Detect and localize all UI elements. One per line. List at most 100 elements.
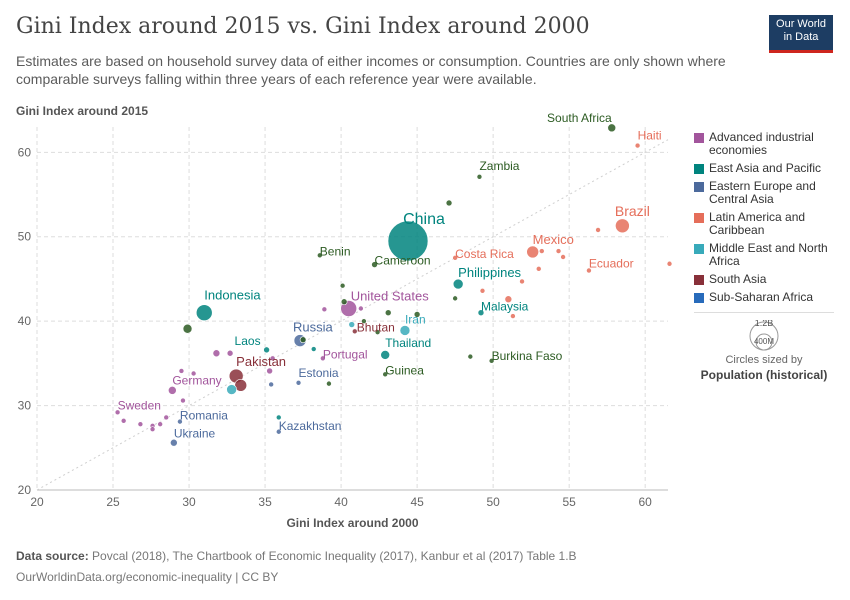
chart-subtitle: Estimates are based on household survey … — [16, 53, 726, 87]
legend-item[interactable]: South Asia — [694, 273, 834, 286]
legend-swatch — [694, 133, 704, 143]
data-point — [476, 174, 483, 180]
data-point — [263, 346, 270, 354]
x-tick-label: 40 — [334, 495, 348, 509]
data-point — [149, 426, 156, 433]
x-tick-label: 25 — [106, 495, 120, 509]
data-point — [488, 358, 495, 364]
data-point — [615, 218, 630, 234]
data-point — [320, 355, 326, 362]
point-label: Laos — [235, 334, 261, 348]
legend-item[interactable]: Middle East and North Africa — [694, 242, 834, 268]
legend-item[interactable]: Advanced industrial economies — [694, 131, 834, 157]
legend-item[interactable]: Eastern Europe and Central Asia — [694, 180, 834, 206]
source-text: Povcal (2018), The Chartbook of Economic… — [92, 549, 577, 563]
point-label: Benin — [320, 244, 351, 258]
legend-swatch — [694, 182, 704, 192]
legend-swatch — [694, 275, 704, 285]
data-point — [120, 417, 127, 424]
point-label: Thailand — [385, 336, 431, 350]
legend-divider — [694, 312, 834, 313]
point-label: United States — [351, 289, 430, 304]
point-label: Germany — [172, 373, 221, 387]
legend-swatch — [694, 244, 704, 254]
data-point — [321, 306, 328, 313]
legend-label: Middle East and North Africa — [709, 241, 828, 268]
y-tick-label: 20 — [18, 483, 32, 497]
legend-label: Latin America and Caribbean — [709, 210, 806, 237]
point-label: Cameroon — [375, 254, 431, 268]
legend-item[interactable]: Sub-Saharan Africa — [694, 291, 834, 304]
data-point — [190, 370, 197, 377]
data-point — [269, 355, 276, 362]
data-point — [226, 349, 234, 357]
data-point — [317, 252, 323, 259]
point-label: Haiti — [638, 129, 662, 143]
data-point — [358, 305, 364, 312]
size-legend-small-label: 400M — [754, 337, 774, 346]
point-label: Kazakhstan — [279, 419, 342, 433]
data-point — [452, 278, 464, 290]
data-point — [168, 386, 177, 395]
data-point — [266, 367, 273, 375]
x-tick-label: 30 — [182, 495, 196, 509]
point-label: Portugal — [323, 347, 368, 361]
size-legend-big-label: 1.2B — [755, 320, 774, 328]
legend-label: Eastern Europe and Central Asia — [709, 179, 816, 206]
point-label: South Africa — [547, 111, 612, 125]
owid-logo[interactable]: Our World in Data — [769, 15, 833, 53]
point-label: Guinea — [385, 363, 424, 377]
x-tick-label: 60 — [639, 495, 653, 509]
data-point — [452, 295, 458, 302]
data-point — [178, 368, 185, 374]
data-point — [195, 304, 213, 322]
data-point — [666, 260, 673, 267]
footer-url[interactable]: OurWorldinData.org/economic-inequality |… — [16, 570, 279, 584]
point-label: Iran — [405, 312, 426, 326]
data-point — [504, 295, 513, 304]
data-point — [560, 254, 566, 260]
size-legend-circles: 1.2B 400M — [749, 320, 779, 351]
x-axis-label: Gini Index around 2000 — [286, 516, 418, 530]
data-point — [275, 414, 282, 421]
data-point — [326, 380, 332, 387]
point-label: Costa Rica — [455, 247, 514, 261]
y-tick-label: 30 — [18, 399, 32, 413]
data-point — [519, 278, 525, 285]
data-point — [477, 309, 485, 317]
legend-item[interactable]: Latin America and Caribbean — [694, 211, 834, 237]
data-point — [348, 321, 356, 328]
point-label: Malaysia — [481, 300, 529, 314]
data-point — [371, 261, 378, 268]
chart-title: Gini Index around 2015 vs. Gini Index ar… — [16, 14, 590, 39]
x-tick-label: 50 — [486, 495, 500, 509]
legend-item[interactable]: East Asia and Pacific — [694, 162, 834, 175]
point-label: Pakistan — [236, 354, 286, 369]
data-point — [177, 418, 183, 425]
logo-line-2: in Data — [783, 31, 819, 43]
data-point — [374, 329, 381, 335]
data-point — [452, 255, 458, 261]
footer-source: Data source: Povcal (2018), The Chartboo… — [16, 549, 577, 563]
legend-swatch — [694, 213, 704, 223]
size-legend: 1.2B 400M Circles sized by Population (h… — [694, 320, 834, 382]
data-point — [413, 311, 421, 318]
data-point — [387, 220, 429, 262]
region-legend: Advanced industrial economies East Asia a… — [694, 131, 834, 309]
point-label: Russia — [293, 320, 334, 335]
point-label: Ecuador — [589, 257, 634, 271]
legend-label: East Asia and Pacific — [709, 161, 822, 175]
x-tick-label: 35 — [258, 495, 272, 509]
data-point — [137, 421, 144, 427]
point-label: Bhutan — [357, 320, 395, 334]
logo-line-1: Our World — [776, 18, 826, 30]
point-label: Brazil — [615, 203, 650, 219]
data-point — [163, 414, 170, 421]
point-label: Estonia — [299, 366, 339, 380]
legend-swatch — [694, 293, 704, 303]
data-point — [114, 409, 121, 416]
point-label: China — [403, 211, 445, 228]
size-legend-metric: Population (historical) — [700, 368, 828, 382]
x-tick-label: 45 — [410, 495, 424, 509]
